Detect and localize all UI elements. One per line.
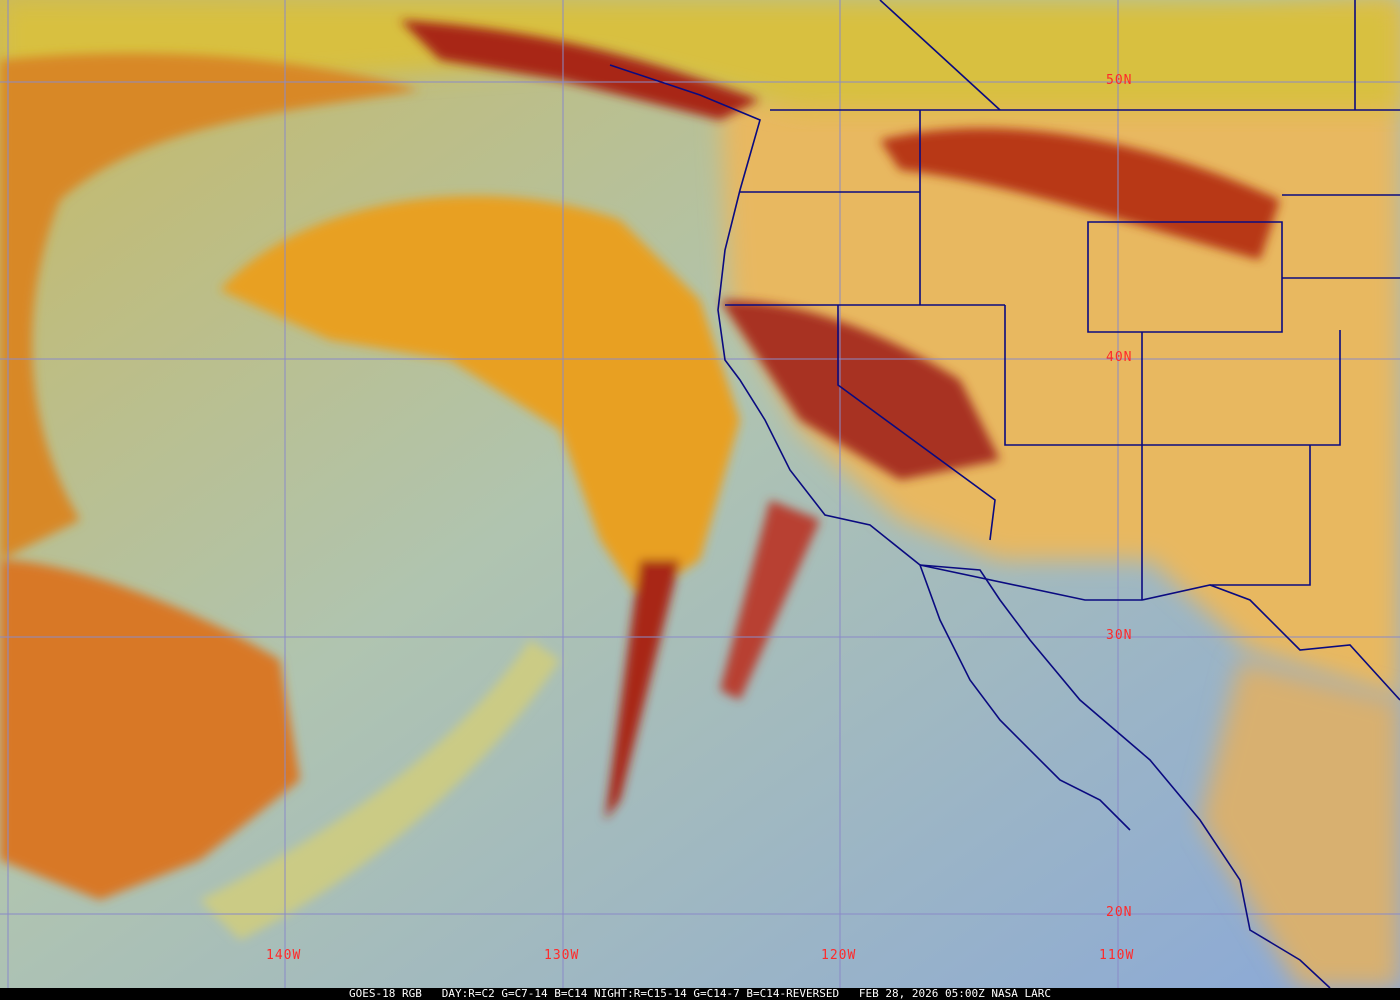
lat-label-40n: 40N [1106, 350, 1133, 365]
image-caption: GOES-18 RGB DAY:R=C2 G=C7-14 B=C14 NIGHT… [0, 988, 1400, 1000]
lat-label-20n: 20N [1106, 905, 1133, 920]
lon-label-110w: 110W [1099, 948, 1135, 963]
lon-label-130w: 130W [544, 948, 580, 963]
cloud-bands [0, 20, 1280, 940]
lon-label-140w: 140W [266, 948, 302, 963]
political-borders [609, 0, 1400, 988]
lat-label-50n: 50N [1106, 73, 1133, 88]
lon-label-120w: 120W [821, 948, 857, 963]
lat-label-30n: 30N [1106, 628, 1133, 643]
